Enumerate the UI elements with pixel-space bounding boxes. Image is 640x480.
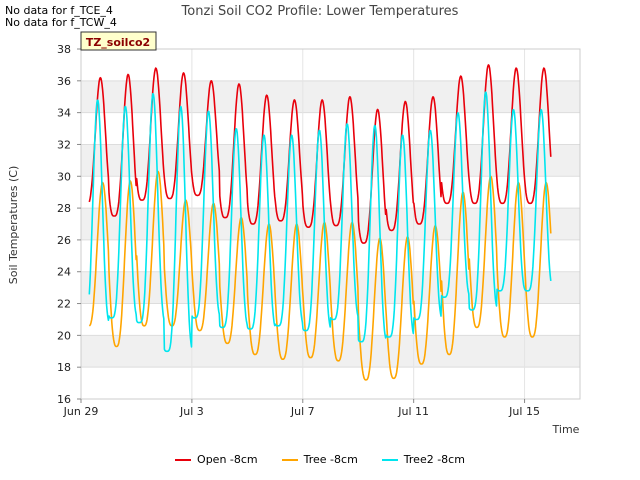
x-tick-label: Jul 7 [290,405,315,418]
grid-band [81,335,580,368]
site-badge: TZ_soilco2 [80,31,157,51]
legend-label: Tree -8cm [303,453,358,466]
x-tick-label: Jul 3 [179,405,204,418]
x-tick-label: Jul 11 [397,405,429,418]
y-tick-label: 16 [57,393,71,406]
legend-item-2: Tree -8cm [281,453,358,466]
y-tick-label: 20 [57,329,71,342]
legend-item-3: Tree2 -8cm [381,453,465,466]
plot-frame [80,48,581,400]
y-tick-label: 26 [57,234,71,247]
series-line-2 [88,170,552,381]
x-tick-label: Jun 29 [63,405,99,418]
legend-swatch [381,458,398,461]
legend-swatch [281,458,298,461]
y-tick-label: 34 [57,107,71,120]
legend-item-1: Open -8cm [175,453,258,466]
legend-label: Open -8cm [197,453,258,466]
y-tick-label: 22 [57,298,71,311]
y-axis-label: Soil Temperatures (C) [7,166,20,285]
legend-swatch [175,458,192,461]
site-badge-label: TZ_soilco2 [86,36,150,49]
series-line-3 [88,91,552,353]
grid-band [81,80,580,113]
y-tick-label: 24 [57,266,71,279]
y-tick-label: 30 [57,170,71,183]
y-tick-label: 36 [57,75,71,88]
y-tick-label: 32 [57,138,71,151]
legend: Open -8cm Tree -8cm Tree2 -8cm [0,453,640,466]
no-data-note-1: No data for f_TCE_4 [5,4,113,17]
series-line-1 [88,64,552,244]
chart-title: Tonzi Soil CO2 Profile: Lower Temperatur… [181,4,459,19]
y-tick-label: 28 [57,202,71,215]
legend-label: Tree2 -8cm [403,453,465,466]
grid-band [81,208,580,240]
no-data-note-2: No data for f_TCW_4 [5,16,117,29]
x-axis-label: Time [552,423,580,436]
y-tick-label: 18 [57,361,71,374]
x-tick-label: Jul 15 [508,405,540,418]
y-tick-label: 38 [57,43,71,56]
